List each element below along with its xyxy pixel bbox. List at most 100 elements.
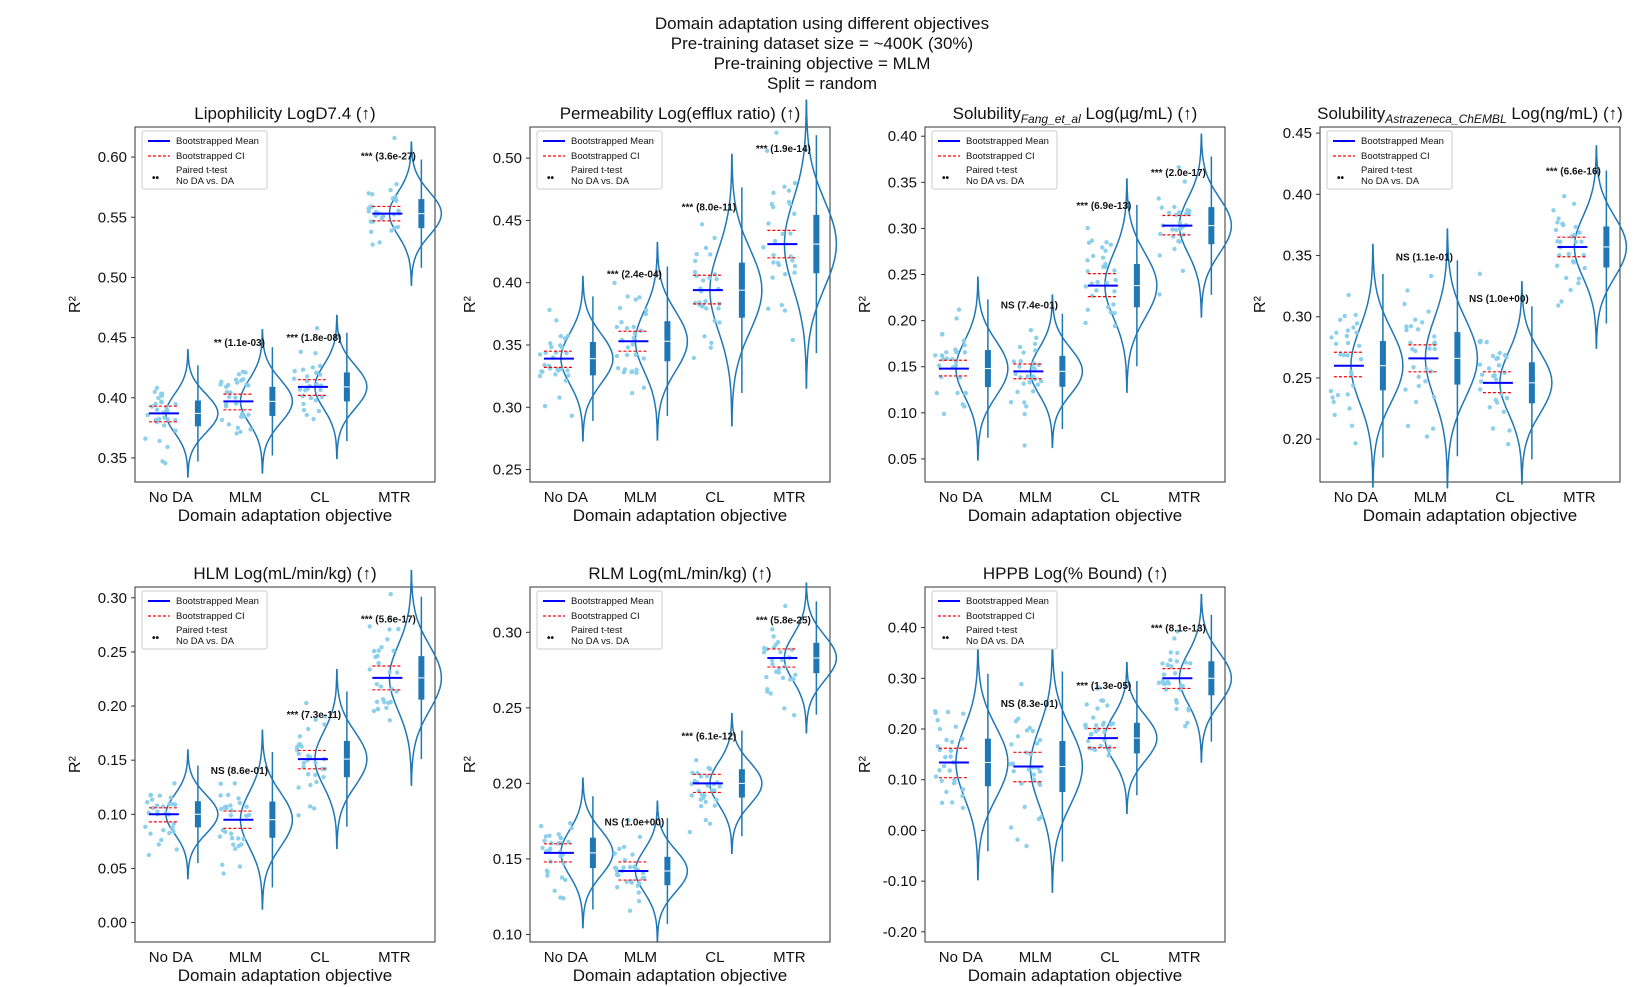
data-point: [687, 829, 692, 835]
x-tick-label: MLM: [229, 949, 262, 966]
legend-mean-label: Bootstrapped Mean: [176, 596, 259, 607]
data-point: [1582, 265, 1587, 271]
data-point: [1556, 216, 1561, 221]
data-point: [370, 242, 375, 247]
x-tick-label: No DA: [939, 949, 983, 966]
data-point: [236, 372, 242, 377]
data-point: [1411, 365, 1416, 370]
data-point: [939, 778, 944, 783]
data-point: [764, 674, 769, 680]
category-group-mtr: *** (2.0e-17): [1151, 133, 1233, 318]
significance-annotation: NS (8.3e-01): [1001, 699, 1058, 710]
data-point: [630, 342, 635, 347]
x-tick-label: MTR: [1168, 949, 1201, 966]
data-point: [395, 224, 401, 230]
data-point: [963, 391, 968, 396]
data-point: [152, 389, 157, 394]
data-point: [1579, 239, 1584, 244]
category-group-mlm: *** (2.4e-04): [607, 241, 689, 441]
data-point: [1095, 706, 1100, 711]
y-tick-label: 0.30: [493, 624, 522, 641]
data-point: [1100, 245, 1105, 250]
data-point: [1170, 227, 1175, 232]
significance-annotation: *** (3.6e-27): [361, 151, 416, 162]
data-point: [1185, 720, 1190, 725]
data-point: [1572, 232, 1577, 237]
data-point: [224, 389, 230, 395]
chart-panel-2: Permeability Log(efflux ratio) (↑) 0.25 0.…: [462, 99, 838, 525]
data-point: [159, 400, 164, 405]
significance-annotation: *** (8.1e-13): [1151, 624, 1206, 635]
kde-outline: [1178, 593, 1233, 763]
data-point: [1168, 657, 1173, 663]
data-point: [947, 768, 952, 773]
data-point: [308, 804, 313, 809]
y-axis-label: R²: [857, 755, 874, 773]
data-point: [775, 640, 781, 645]
data-point: [563, 877, 568, 883]
data-point: [624, 326, 630, 331]
data-point: [1022, 411, 1027, 417]
data-point: [1405, 288, 1410, 293]
data-point: [396, 626, 401, 632]
data-point: [619, 320, 624, 325]
category-group-mtr: *** (8.1e-13): [1151, 593, 1233, 763]
data-point: [1404, 327, 1409, 333]
data-point: [1408, 340, 1413, 345]
data-point: [385, 637, 390, 642]
axes-frame: [134, 586, 436, 943]
data-point: [699, 222, 705, 227]
data-point: [549, 841, 554, 846]
data-point: [790, 337, 795, 343]
data-point: [1188, 661, 1193, 666]
data-point: [1111, 302, 1116, 307]
data-point: [1101, 720, 1107, 725]
data-point: [396, 208, 401, 213]
x-axis-label: Domain adaptation objective: [178, 506, 393, 525]
legend-ttest-label-2: No DA vs. DA: [571, 636, 630, 647]
data-point: [1100, 255, 1106, 260]
kde-outline: [560, 275, 614, 442]
y-tick-label: 0.05: [888, 451, 917, 468]
data-point: [953, 724, 958, 729]
data-point: [566, 373, 571, 378]
data-point: [304, 374, 310, 379]
significance-annotation: *** (1.8e-08): [286, 333, 341, 344]
data-point: [717, 320, 722, 325]
data-point: [961, 711, 966, 716]
kde-outline: [1104, 662, 1158, 815]
data-point: [1021, 350, 1026, 355]
data-point: [1506, 442, 1511, 447]
data-point: [143, 436, 148, 441]
data-point: [1490, 353, 1496, 359]
chart-panel-3: SolubilityFang_et_al Log(µg/mL) (↑) 0.05 0…: [857, 104, 1233, 525]
data-point: [935, 744, 940, 749]
data-point: [389, 687, 395, 692]
data-point: [1011, 769, 1016, 774]
data-point: [1024, 843, 1029, 849]
y-axis-label: R²: [462, 295, 479, 313]
data-point: [554, 318, 559, 323]
y-axis-label: R²: [857, 295, 874, 313]
data-point: [388, 592, 393, 597]
data-point: [1416, 374, 1421, 379]
y-tick-label: 0.40: [1283, 186, 1312, 203]
data-point: [1030, 374, 1036, 379]
data-point: [954, 316, 959, 321]
significance-annotation: *** (5.6e-17): [361, 615, 416, 626]
kde-outline: [1573, 145, 1628, 349]
data-point: [1112, 323, 1118, 329]
data-point: [935, 718, 940, 723]
data-point: [1174, 212, 1179, 217]
legend-ci-label: Bootstrapped CI: [176, 151, 245, 162]
data-point: [561, 896, 566, 901]
data-point: [1108, 310, 1114, 315]
data-point: [1556, 303, 1561, 308]
data-point: [234, 431, 239, 436]
data-point: [712, 803, 717, 808]
y-tick-label: 0.25: [493, 700, 522, 717]
data-point: [313, 760, 318, 765]
data-point: [635, 883, 640, 888]
x-tick-label: CL: [1495, 489, 1514, 506]
data-point: [961, 338, 967, 343]
